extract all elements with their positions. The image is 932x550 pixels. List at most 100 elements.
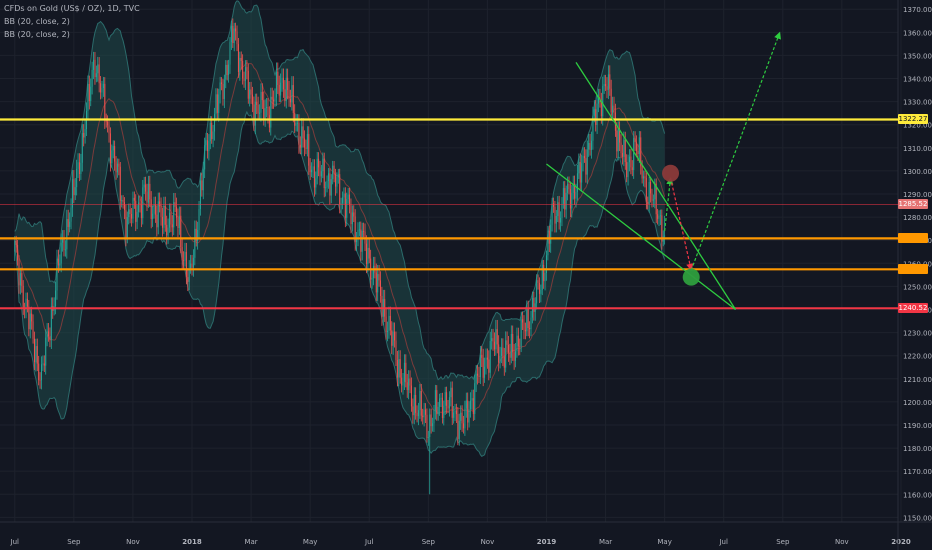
- candle-body: [139, 202, 141, 204]
- candle-body: [526, 307, 528, 332]
- candle-body: [102, 83, 104, 88]
- candle: [226, 60, 228, 81]
- candle: [413, 387, 415, 425]
- candle-body: [164, 205, 166, 225]
- candle: [154, 196, 156, 223]
- candle-body: [246, 67, 248, 71]
- candle: [607, 65, 609, 100]
- candle-body: [598, 98, 600, 104]
- candle: [188, 260, 190, 291]
- candle-body: [316, 158, 318, 179]
- candle: [94, 52, 96, 85]
- candle-body: [167, 227, 169, 236]
- candle-body: [457, 414, 459, 439]
- candle-body: [519, 346, 521, 348]
- candle: [205, 132, 207, 151]
- candle-body: [291, 85, 293, 103]
- candle: [544, 268, 546, 291]
- candle: [396, 350, 398, 387]
- candle: [211, 116, 213, 144]
- candle: [90, 78, 92, 107]
- candle-body: [112, 146, 114, 151]
- price-label-current: 1285.52: [898, 199, 928, 210]
- candle: [354, 209, 356, 251]
- candle-body: [275, 71, 277, 98]
- candle: [60, 233, 62, 273]
- candle-body: [572, 183, 574, 193]
- candle: [261, 83, 263, 109]
- candle-body: [337, 174, 339, 178]
- candle: [564, 181, 566, 218]
- candle-body: [239, 57, 241, 72]
- candle-body: [287, 77, 289, 91]
- candle: [439, 393, 441, 416]
- candle-body: [336, 177, 338, 187]
- candle: [526, 300, 528, 337]
- candle: [318, 152, 320, 177]
- candle: [187, 268, 189, 292]
- candle-body: [243, 78, 245, 81]
- candle-body: [569, 189, 571, 209]
- candle: [278, 75, 280, 103]
- candle: [225, 60, 227, 89]
- candle: [301, 118, 303, 155]
- candle-body: [339, 174, 341, 205]
- candle: [475, 365, 477, 393]
- candle: [49, 327, 51, 348]
- candle: [201, 172, 203, 197]
- candle: [253, 96, 255, 131]
- candle: [125, 204, 127, 247]
- candle: [358, 221, 360, 237]
- candle-body: [295, 122, 297, 126]
- candle: [342, 191, 344, 210]
- candle-body: [495, 329, 497, 350]
- candle-body: [121, 200, 123, 201]
- candle-body: [626, 162, 628, 178]
- candle: [520, 311, 522, 353]
- candle-body: [315, 178, 317, 188]
- candle-body: [565, 192, 567, 210]
- candle: [204, 137, 206, 179]
- candle: [579, 153, 581, 190]
- candle: [236, 25, 238, 52]
- candle: [73, 170, 75, 204]
- x-tick-label: 2020: [891, 538, 911, 546]
- candle-body: [643, 176, 645, 179]
- candle-body: [67, 219, 69, 227]
- candle-body: [585, 158, 587, 175]
- candle-body: [236, 31, 238, 45]
- candle: [93, 51, 95, 80]
- candle-body: [361, 230, 363, 252]
- candle-body: [637, 150, 639, 154]
- candle-body: [244, 67, 246, 81]
- candle-body: [136, 211, 138, 222]
- candle: [105, 113, 107, 128]
- candle-body: [64, 249, 66, 251]
- candle: [388, 306, 390, 339]
- candle-body: [478, 375, 480, 378]
- candle-body: [454, 410, 456, 413]
- candle: [36, 338, 38, 372]
- y-tick-label: 1350.00: [903, 52, 932, 60]
- candle-body: [606, 86, 608, 90]
- candle: [33, 331, 35, 371]
- candle-body: [225, 64, 227, 80]
- candle-body: [550, 224, 552, 244]
- candle: [98, 57, 100, 93]
- candle: [572, 175, 574, 200]
- marker-red: [662, 164, 680, 182]
- candle: [527, 300, 529, 337]
- candle-body: [520, 319, 522, 347]
- candle-body: [62, 239, 64, 243]
- candle: [87, 75, 89, 121]
- candle: [215, 88, 217, 122]
- candle: [515, 342, 517, 368]
- candle: [377, 265, 379, 302]
- candle-body: [426, 414, 428, 438]
- candle: [284, 80, 286, 107]
- candle: [305, 139, 307, 155]
- candle: [509, 343, 511, 366]
- candle: [216, 88, 218, 119]
